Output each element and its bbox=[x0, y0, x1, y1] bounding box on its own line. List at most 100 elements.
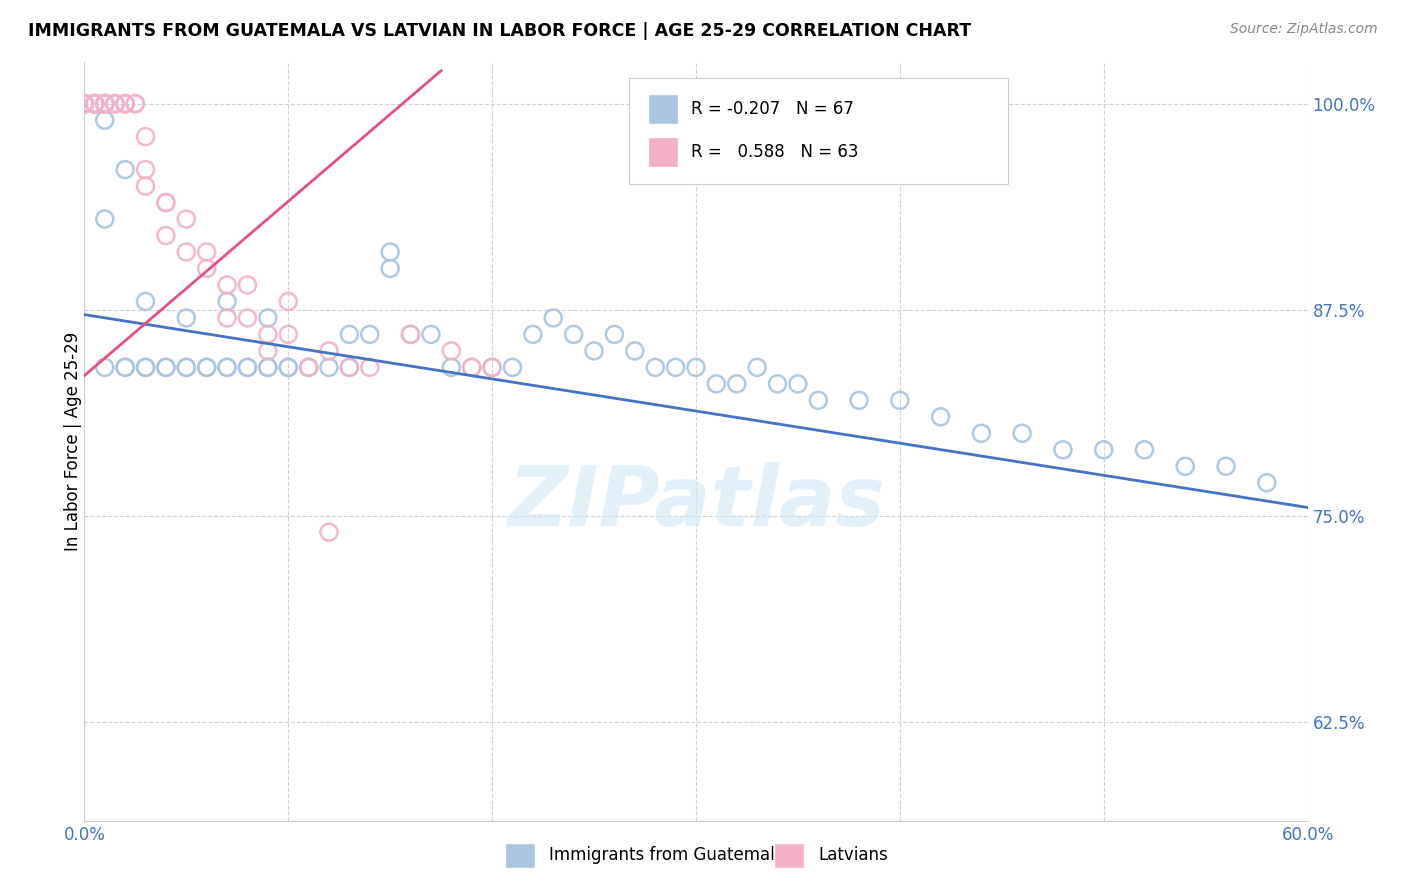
Point bbox=[502, 360, 524, 375]
Point bbox=[236, 360, 259, 375]
Point bbox=[766, 376, 789, 391]
Point bbox=[124, 96, 146, 111]
Point bbox=[747, 360, 769, 375]
Point bbox=[217, 360, 239, 375]
Point bbox=[481, 360, 503, 375]
Text: ZIPatlas: ZIPatlas bbox=[508, 462, 884, 542]
Point bbox=[135, 129, 157, 144]
Point bbox=[217, 310, 239, 325]
Point bbox=[1399, 764, 1406, 779]
Point bbox=[195, 244, 218, 259]
Point bbox=[83, 96, 105, 111]
Point bbox=[93, 113, 115, 128]
Point bbox=[665, 360, 688, 375]
Text: Immigrants from Guatemala: Immigrants from Guatemala bbox=[550, 846, 785, 863]
Point bbox=[73, 96, 96, 111]
Point bbox=[298, 360, 321, 375]
FancyBboxPatch shape bbox=[648, 136, 678, 167]
Point bbox=[440, 343, 463, 358]
Point bbox=[155, 195, 177, 210]
Point bbox=[195, 360, 218, 375]
Point bbox=[124, 96, 146, 111]
Text: Source: ZipAtlas.com: Source: ZipAtlas.com bbox=[1230, 22, 1378, 37]
Point bbox=[807, 393, 830, 408]
Point bbox=[277, 360, 299, 375]
Point bbox=[93, 360, 115, 375]
Point bbox=[73, 96, 96, 111]
Point bbox=[217, 360, 239, 375]
Point bbox=[174, 360, 197, 375]
FancyBboxPatch shape bbox=[505, 843, 534, 869]
Point bbox=[929, 409, 952, 424]
Point bbox=[73, 96, 96, 111]
Point bbox=[83, 96, 105, 111]
Text: R =   0.588   N = 63: R = 0.588 N = 63 bbox=[692, 143, 859, 161]
Point bbox=[522, 327, 544, 342]
Point bbox=[257, 360, 280, 375]
Point bbox=[73, 96, 96, 111]
Point bbox=[83, 96, 105, 111]
Point bbox=[1092, 442, 1115, 457]
Point bbox=[359, 360, 381, 375]
Point bbox=[420, 327, 443, 342]
Point bbox=[318, 360, 340, 375]
Point bbox=[624, 343, 647, 358]
Point bbox=[1133, 442, 1156, 457]
Point bbox=[195, 360, 218, 375]
Point bbox=[114, 360, 136, 375]
Point bbox=[399, 327, 422, 342]
Point bbox=[83, 96, 105, 111]
Point bbox=[83, 96, 105, 111]
Point bbox=[236, 277, 259, 292]
Point bbox=[298, 360, 321, 375]
Point bbox=[399, 327, 422, 342]
Point bbox=[114, 360, 136, 375]
Point bbox=[685, 360, 707, 375]
Point bbox=[83, 96, 105, 111]
Point bbox=[83, 96, 105, 111]
Point bbox=[1174, 459, 1197, 474]
FancyBboxPatch shape bbox=[628, 78, 1008, 184]
Point bbox=[562, 327, 585, 342]
Point bbox=[93, 212, 115, 227]
Point bbox=[543, 310, 565, 325]
Point bbox=[93, 96, 115, 111]
Point bbox=[174, 360, 197, 375]
Point bbox=[461, 360, 484, 375]
Point bbox=[236, 310, 259, 325]
FancyBboxPatch shape bbox=[775, 843, 804, 869]
Point bbox=[93, 96, 115, 111]
Point bbox=[706, 376, 728, 391]
Point bbox=[93, 96, 115, 111]
Y-axis label: In Labor Force | Age 25-29: In Labor Force | Age 25-29 bbox=[65, 332, 82, 551]
Point bbox=[257, 310, 280, 325]
Point bbox=[277, 360, 299, 375]
Point bbox=[104, 96, 127, 111]
Point bbox=[848, 393, 870, 408]
Point bbox=[93, 96, 115, 111]
Point bbox=[603, 327, 626, 342]
Point bbox=[725, 376, 748, 391]
Point bbox=[93, 96, 115, 111]
Point bbox=[257, 360, 280, 375]
FancyBboxPatch shape bbox=[648, 94, 678, 124]
Point bbox=[135, 360, 157, 375]
Point bbox=[104, 96, 127, 111]
Point bbox=[155, 360, 177, 375]
Point bbox=[114, 96, 136, 111]
Point bbox=[481, 360, 503, 375]
Point bbox=[970, 426, 993, 441]
Point bbox=[583, 343, 606, 358]
Point bbox=[114, 96, 136, 111]
Point bbox=[93, 96, 115, 111]
Point bbox=[174, 310, 197, 325]
Point bbox=[257, 343, 280, 358]
Point bbox=[298, 360, 321, 375]
Point bbox=[174, 212, 197, 227]
Point bbox=[787, 376, 810, 391]
Point bbox=[359, 327, 381, 342]
Point bbox=[114, 96, 136, 111]
Text: IMMIGRANTS FROM GUATEMALA VS LATVIAN IN LABOR FORCE | AGE 25-29 CORRELATION CHAR: IMMIGRANTS FROM GUATEMALA VS LATVIAN IN … bbox=[28, 22, 972, 40]
Point bbox=[440, 360, 463, 375]
Point bbox=[174, 244, 197, 259]
